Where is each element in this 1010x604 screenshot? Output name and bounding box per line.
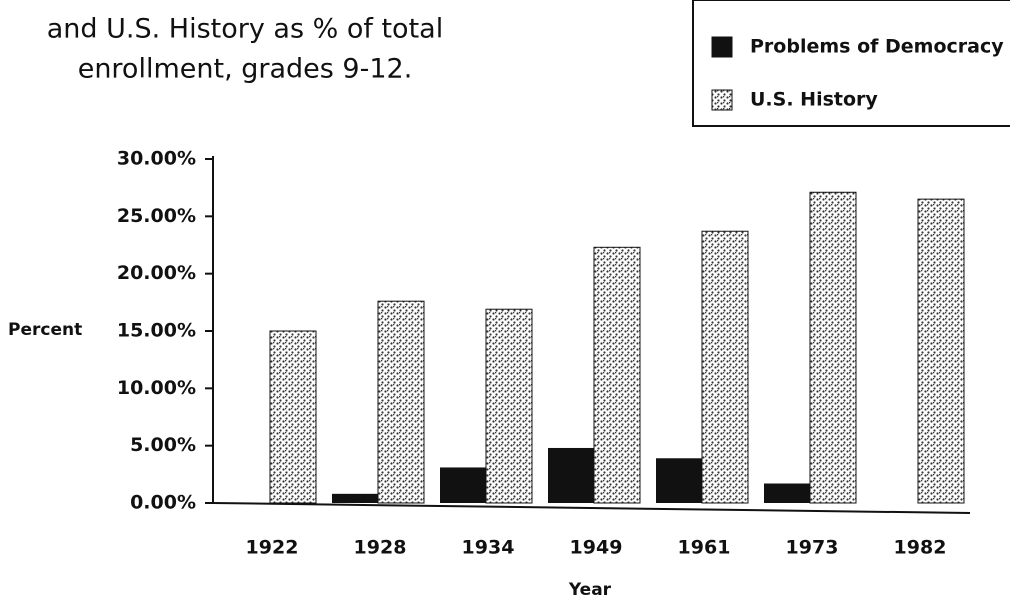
y-axis-label: Percent (8, 320, 82, 340)
bar (701, 230, 749, 504)
y-tick-label: 25.00% (117, 205, 196, 227)
bar (656, 458, 702, 503)
x-axis-label: Year (568, 580, 612, 600)
y-tick-label: 30.00% (117, 148, 196, 170)
bar (809, 191, 857, 504)
legend-label: U.S. History (750, 89, 878, 111)
y-tick-label: 10.00% (117, 377, 196, 399)
bar (593, 246, 641, 504)
y-tick-label: 15.00% (117, 320, 196, 342)
bar (332, 493, 378, 503)
legend-swatch (711, 36, 733, 58)
bar (269, 330, 317, 504)
legend-label: Problems of Democracy (750, 36, 1004, 58)
x-tick-label: 1973 (786, 537, 839, 559)
bar (440, 467, 486, 503)
bar (917, 198, 965, 504)
legend-box (692, 0, 1010, 127)
legend-swatch (711, 89, 733, 111)
bar (485, 308, 533, 504)
y-tick-label: 0.00% (130, 492, 196, 514)
bar (548, 447, 594, 503)
chart-title: and U.S. History as % of total (47, 14, 443, 45)
x-tick-label: 1928 (354, 537, 407, 559)
y-tick-label: 5.00% (130, 434, 196, 456)
x-tick-label: 1982 (894, 537, 947, 559)
x-axis (212, 502, 971, 514)
chart-title: enrollment, grades 9-12. (78, 54, 413, 85)
y-tick-label: 20.00% (117, 262, 196, 284)
bar (377, 300, 425, 504)
x-tick-label: 1922 (246, 537, 299, 559)
bar (764, 483, 810, 503)
x-tick-label: 1934 (462, 537, 515, 559)
x-tick-label: 1949 (570, 537, 623, 559)
x-tick-label: 1961 (678, 537, 731, 559)
